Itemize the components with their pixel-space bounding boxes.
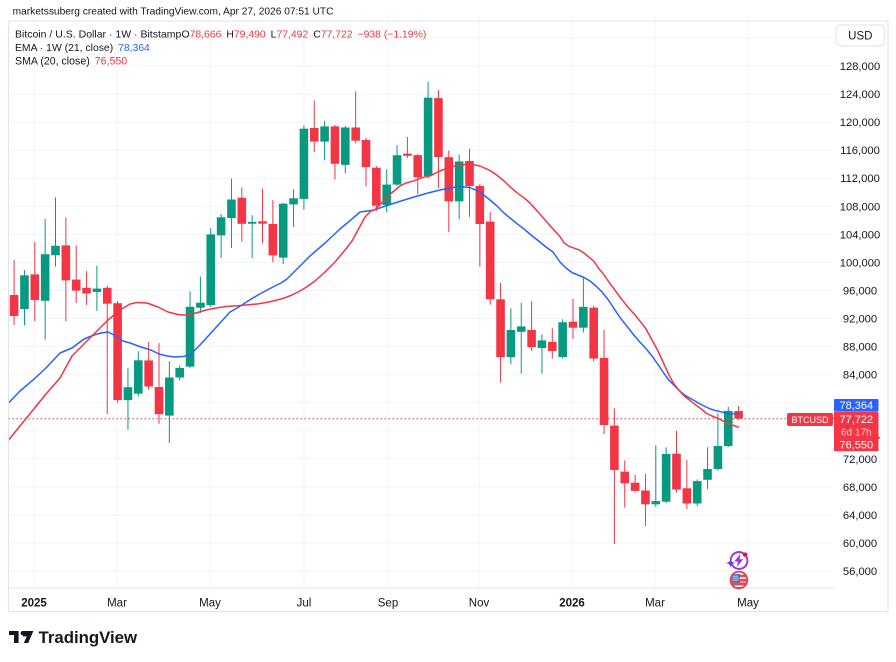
svg-text:USD: USD: [848, 31, 872, 43]
svg-text:Mar: Mar: [645, 598, 665, 610]
svg-text:BTCUSD: BTCUSD: [791, 415, 829, 425]
svg-text:68,000: 68,000: [843, 482, 877, 494]
svg-text:88,000: 88,000: [843, 342, 877, 354]
svg-text:72,000: 72,000: [843, 454, 877, 466]
svg-text:92,000: 92,000: [843, 314, 877, 326]
svg-text:124,000: 124,000: [840, 89, 880, 101]
svg-text:Mar: Mar: [107, 598, 127, 610]
svg-text:108,000: 108,000: [840, 201, 880, 213]
svg-text:SMA (20, close) 76,550: SMA (20, close) 76,550: [15, 56, 127, 68]
svg-text:77,722: 77,722: [839, 414, 873, 426]
svg-text:marketssuberg created with Tra: marketssuberg created with TradingView.c…: [13, 7, 334, 18]
svg-text:2026: 2026: [559, 598, 585, 610]
svg-text:100,000: 100,000: [840, 257, 880, 269]
svg-text:Jul: Jul: [297, 598, 312, 610]
svg-text:76,550: 76,550: [839, 439, 873, 451]
svg-text:112,000: 112,000: [840, 173, 880, 185]
svg-text:116,000: 116,000: [840, 145, 880, 157]
svg-text:6d 17h: 6d 17h: [841, 428, 872, 439]
svg-text:120,000: 120,000: [840, 117, 880, 129]
svg-text:60,000: 60,000: [843, 538, 877, 550]
svg-text:84,000: 84,000: [843, 370, 877, 382]
svg-text:TradingView: TradingView: [39, 628, 138, 647]
svg-text:Nov: Nov: [469, 598, 490, 610]
svg-text:May: May: [737, 598, 759, 610]
svg-text:104,000: 104,000: [840, 229, 880, 241]
svg-text:96,000: 96,000: [843, 286, 877, 298]
svg-text:78,364: 78,364: [839, 400, 873, 412]
svg-text:Sep: Sep: [378, 598, 398, 610]
svg-text:128,000: 128,000: [840, 61, 880, 73]
svg-text:May: May: [199, 598, 221, 610]
svg-text:EMA · 1W (21, close) 78,364: EMA · 1W (21, close) 78,364: [15, 43, 150, 54]
svg-text:56,000: 56,000: [843, 566, 877, 578]
svg-text:64,000: 64,000: [843, 510, 877, 522]
svg-text:Bitcoin / U.S. Dollar · 1W · B: Bitcoin / U.S. Dollar · 1W · Bitstamp: [15, 28, 181, 40]
svg-text:2025: 2025: [21, 598, 47, 610]
